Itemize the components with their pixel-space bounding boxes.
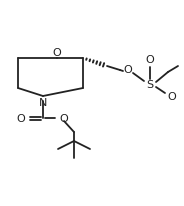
Text: O: O (60, 114, 68, 123)
Text: O: O (17, 114, 25, 123)
Text: O: O (146, 55, 154, 65)
Text: O: O (168, 91, 176, 102)
Text: N: N (39, 97, 47, 107)
Text: O: O (53, 48, 61, 58)
Text: O: O (124, 65, 132, 75)
Text: S: S (146, 80, 154, 90)
